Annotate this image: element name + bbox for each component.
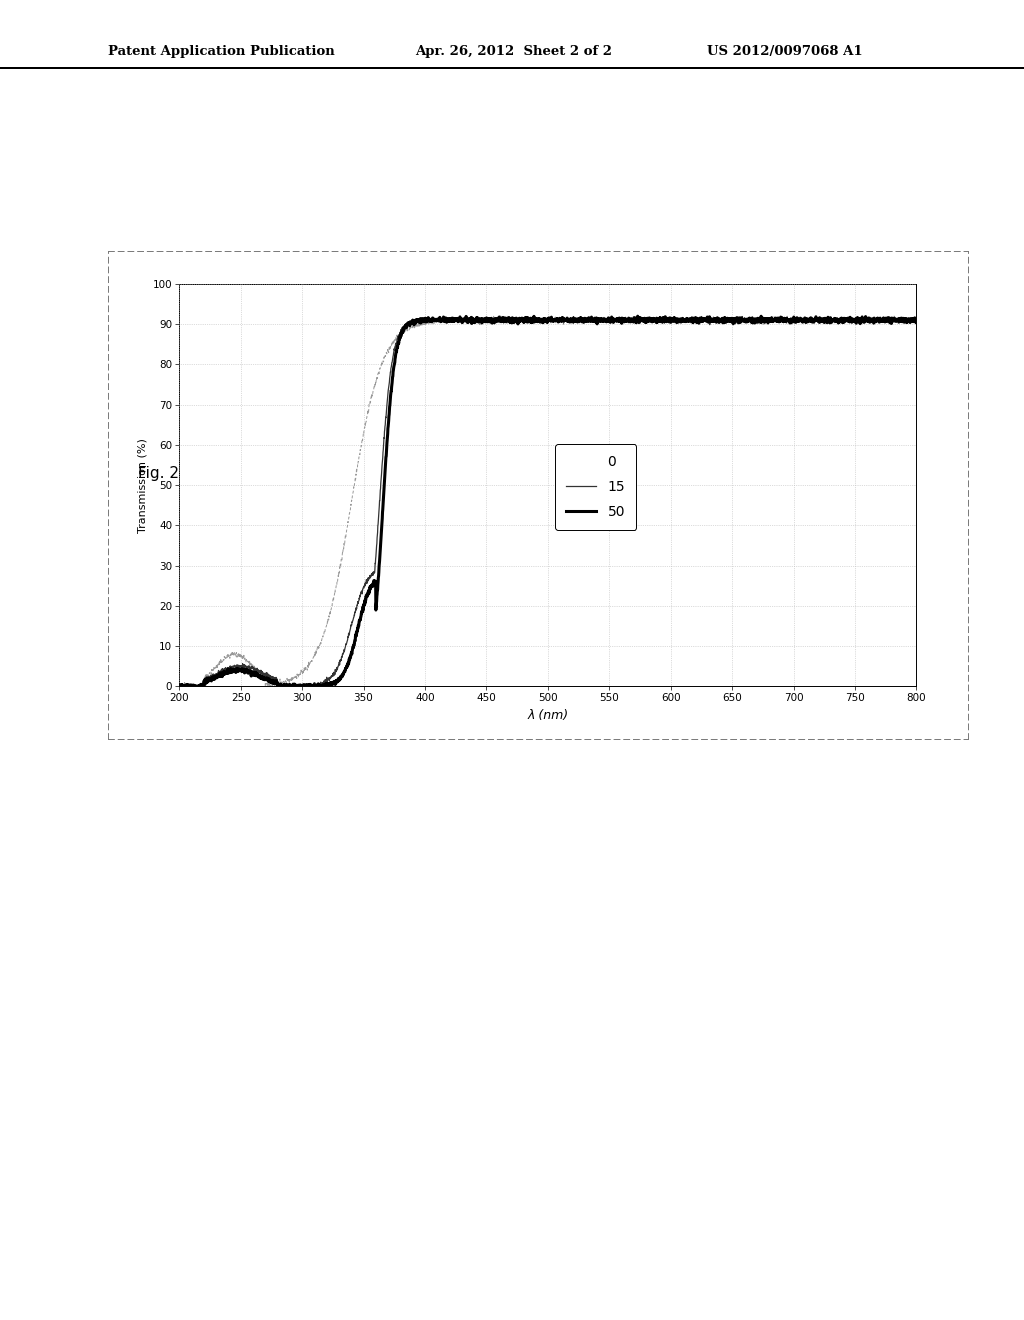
- Text: Patent Application Publication: Patent Application Publication: [108, 45, 334, 58]
- Text: Fig. 2: Fig. 2: [138, 466, 179, 480]
- Text: US 2012/0097068 A1: US 2012/0097068 A1: [707, 45, 862, 58]
- Text: Apr. 26, 2012  Sheet 2 of 2: Apr. 26, 2012 Sheet 2 of 2: [415, 45, 611, 58]
- Y-axis label: Transmission (%): Transmission (%): [137, 438, 147, 532]
- Legend: 0, 15, 50: 0, 15, 50: [555, 444, 636, 531]
- X-axis label: λ (nm): λ (nm): [527, 709, 568, 722]
